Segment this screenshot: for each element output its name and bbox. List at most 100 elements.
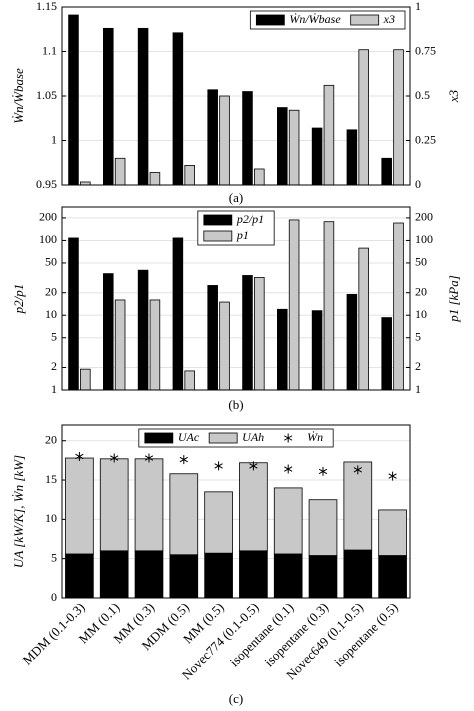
y-axis-label: UA [kW/K], Ẇn [kW] bbox=[11, 455, 26, 568]
bar-segment bbox=[204, 552, 233, 599]
bar bbox=[381, 157, 392, 186]
bar bbox=[172, 32, 184, 186]
y-tick-label: 1 bbox=[51, 132, 57, 146]
y-tick-label: 1.15 bbox=[36, 0, 57, 13]
y-axis-label: p2/p1 bbox=[11, 284, 26, 315]
bar bbox=[137, 27, 149, 186]
y2-axis-label: x3 bbox=[446, 89, 461, 103]
y-tick-label: 200 bbox=[39, 210, 57, 224]
star-marker bbox=[179, 455, 188, 465]
bar bbox=[68, 237, 79, 391]
bar-segment bbox=[378, 509, 407, 556]
bar-segment bbox=[169, 554, 199, 599]
bar bbox=[277, 107, 288, 186]
legend-label: p1 bbox=[236, 228, 249, 242]
y-tick-label: 5 bbox=[51, 329, 57, 343]
bar bbox=[346, 129, 358, 186]
bar-segment bbox=[99, 550, 129, 599]
star-marker bbox=[284, 464, 293, 474]
caption: (c) bbox=[229, 691, 243, 706]
y2-tick-label: 1 bbox=[415, 382, 421, 396]
bar bbox=[323, 84, 335, 186]
y-tick-label: 1.1 bbox=[42, 43, 57, 57]
bar bbox=[358, 49, 369, 186]
y2-tick-label: 0.25 bbox=[415, 132, 436, 146]
bar bbox=[393, 222, 404, 391]
y2-axis-label: p1 [kPa] bbox=[446, 275, 461, 323]
y2-tick-label: 20 bbox=[415, 284, 427, 298]
bar bbox=[346, 293, 358, 391]
y-tick-label: 0.95 bbox=[36, 177, 57, 191]
y-tick-label: 0 bbox=[51, 590, 57, 604]
legend-swatch bbox=[203, 214, 233, 226]
star-marker bbox=[318, 466, 328, 476]
bar bbox=[358, 247, 369, 391]
bar bbox=[68, 14, 79, 186]
bar-segment bbox=[239, 462, 268, 552]
bar bbox=[277, 308, 288, 391]
bar bbox=[149, 299, 161, 391]
y2-tick-label: 5 bbox=[415, 329, 421, 343]
legend-swatch bbox=[208, 432, 238, 444]
y-axis-label: Ẇn/Ẇbase bbox=[11, 68, 26, 124]
bar-segment bbox=[169, 473, 199, 556]
y2-tick-label: 100 bbox=[415, 232, 433, 246]
bar bbox=[242, 91, 253, 186]
y2-tick-label: 10 bbox=[415, 307, 427, 321]
legend: UAc UAh Ẇn bbox=[138, 428, 334, 448]
bar-segment bbox=[273, 553, 303, 599]
y-tick-label: 1 bbox=[51, 382, 57, 396]
y2-tick-label: 0 bbox=[415, 177, 421, 191]
caption: (b) bbox=[228, 397, 243, 412]
plot-frame bbox=[61, 424, 411, 599]
star-marker bbox=[214, 461, 223, 471]
bar-segment bbox=[378, 555, 407, 599]
bar bbox=[288, 109, 300, 186]
bar bbox=[137, 269, 149, 391]
star-marker bbox=[353, 465, 362, 475]
bar bbox=[103, 273, 114, 391]
bar bbox=[254, 277, 265, 391]
bar bbox=[219, 301, 230, 391]
star-marker bbox=[249, 461, 258, 471]
bar bbox=[184, 370, 195, 391]
legend-label: p2/p1 bbox=[236, 212, 264, 226]
bar bbox=[207, 285, 218, 391]
legend-swatch bbox=[144, 432, 174, 444]
y-tick-label: 10 bbox=[45, 511, 57, 525]
legend-swatch bbox=[255, 14, 285, 26]
y-tick-label: 100 bbox=[39, 232, 57, 246]
y-tick-label: 20 bbox=[45, 432, 57, 446]
bar bbox=[114, 157, 126, 186]
y2-tick-label: 50 bbox=[415, 255, 427, 269]
y-tick-label: 20 bbox=[45, 284, 57, 298]
star-marker bbox=[388, 471, 397, 481]
bar bbox=[323, 221, 335, 391]
bar bbox=[381, 317, 392, 391]
bar-segment bbox=[134, 458, 164, 552]
y2-tick-label: 200 bbox=[415, 210, 433, 224]
bar-segment bbox=[308, 555, 338, 599]
bar bbox=[288, 219, 300, 391]
y-tick-label: 15 bbox=[45, 472, 57, 486]
legend-label: Ẇn bbox=[307, 429, 323, 444]
bar-segment bbox=[343, 461, 373, 551]
legend-marker bbox=[284, 433, 293, 443]
legend-label: UAh bbox=[242, 430, 264, 444]
bar bbox=[242, 275, 253, 391]
bar bbox=[219, 95, 230, 186]
y-tick-label: 5 bbox=[51, 550, 57, 564]
plot-frame bbox=[61, 206, 411, 391]
caption: (a) bbox=[229, 190, 243, 205]
bar bbox=[149, 172, 161, 186]
y-tick-label: 50 bbox=[45, 255, 57, 269]
bar bbox=[114, 299, 126, 391]
bar-segment bbox=[99, 458, 129, 552]
bar-segment bbox=[134, 550, 164, 599]
bar-segment bbox=[65, 553, 94, 599]
legend-swatch bbox=[350, 14, 380, 26]
bar bbox=[207, 89, 218, 186]
plot-frame bbox=[61, 6, 411, 186]
